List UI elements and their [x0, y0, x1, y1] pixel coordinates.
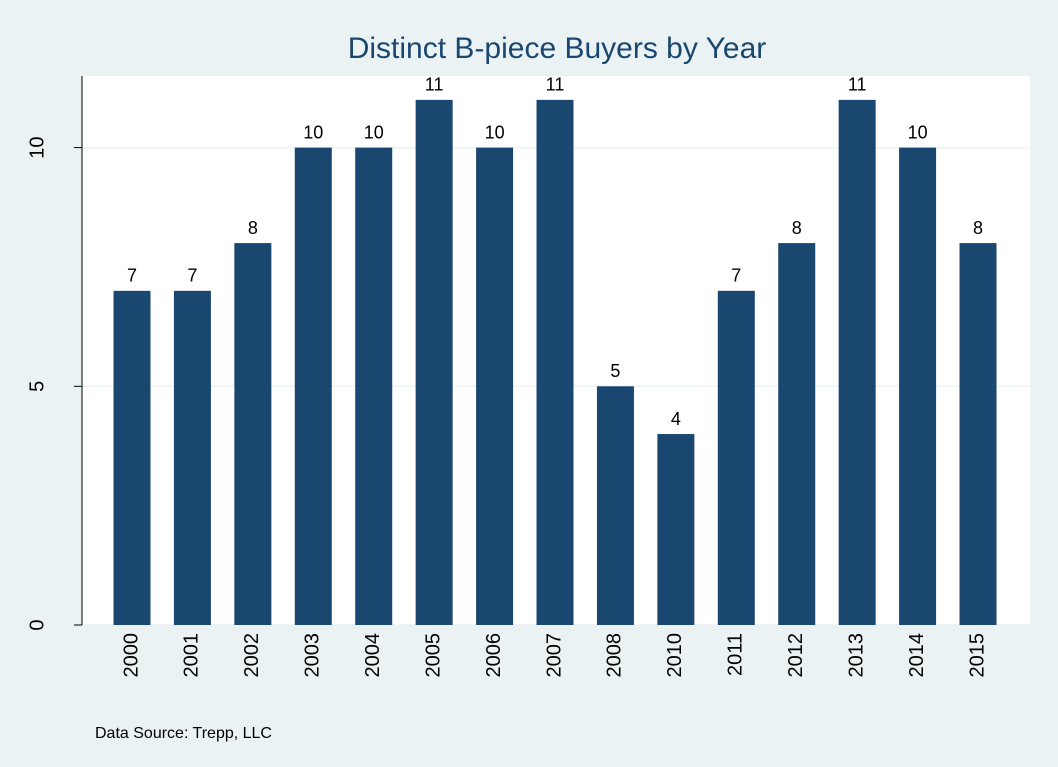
bar — [173, 290, 211, 625]
y-tick-label: 10 — [26, 136, 48, 158]
y-tick-label: 0 — [26, 619, 48, 630]
x-tick-label: 2005 — [422, 633, 444, 678]
x-tick-label: 2002 — [241, 633, 263, 678]
x-tick-label: 2015 — [966, 633, 988, 678]
value-label: 7 — [127, 266, 137, 286]
bar — [476, 147, 514, 625]
value-label: 8 — [973, 218, 983, 238]
value-label: 8 — [248, 218, 258, 238]
value-label: 7 — [731, 266, 741, 286]
bar — [717, 290, 755, 625]
y-tick-label: 5 — [26, 381, 48, 392]
value-label: 5 — [610, 361, 620, 381]
value-label: 4 — [671, 409, 681, 429]
bar — [838, 99, 876, 625]
bar — [778, 243, 816, 625]
bar — [657, 434, 695, 625]
bar — [355, 147, 393, 625]
value-label: 8 — [792, 218, 802, 238]
value-label: 10 — [364, 122, 384, 142]
x-tick-label: 2003 — [302, 633, 324, 678]
x-tick-label: 2007 — [543, 633, 565, 678]
x-tick-label: 2014 — [906, 633, 928, 678]
bar — [536, 99, 574, 625]
bar — [415, 99, 453, 625]
x-tick-label: 2000 — [120, 633, 142, 678]
x-tick-label: 2011 — [725, 633, 747, 676]
x-tick-label: 2008 — [604, 633, 626, 678]
value-label: 10 — [908, 122, 928, 142]
value-label: 11 — [425, 75, 444, 95]
value-label: 11 — [546, 75, 565, 95]
chart-title: Distinct B-piece Buyers by Year — [348, 32, 767, 65]
bar — [899, 147, 937, 625]
value-label: 10 — [485, 122, 505, 142]
x-tick-label: 2013 — [845, 633, 867, 678]
bar — [234, 243, 272, 625]
value-label: 10 — [303, 122, 323, 142]
value-label: 7 — [187, 266, 197, 286]
footnote: Data Source: Trepp, LLC — [95, 725, 272, 742]
x-tick-label: 2010 — [664, 633, 686, 678]
bar — [596, 386, 634, 625]
x-tick-label: 2004 — [362, 633, 384, 678]
bar — [113, 290, 151, 625]
x-tick-label: 2012 — [785, 633, 807, 678]
bar — [294, 147, 332, 625]
x-tick-label: 2001 — [181, 633, 203, 678]
bar — [959, 243, 997, 625]
value-label: 11 — [848, 75, 867, 95]
x-tick-label: 2006 — [483, 633, 505, 678]
